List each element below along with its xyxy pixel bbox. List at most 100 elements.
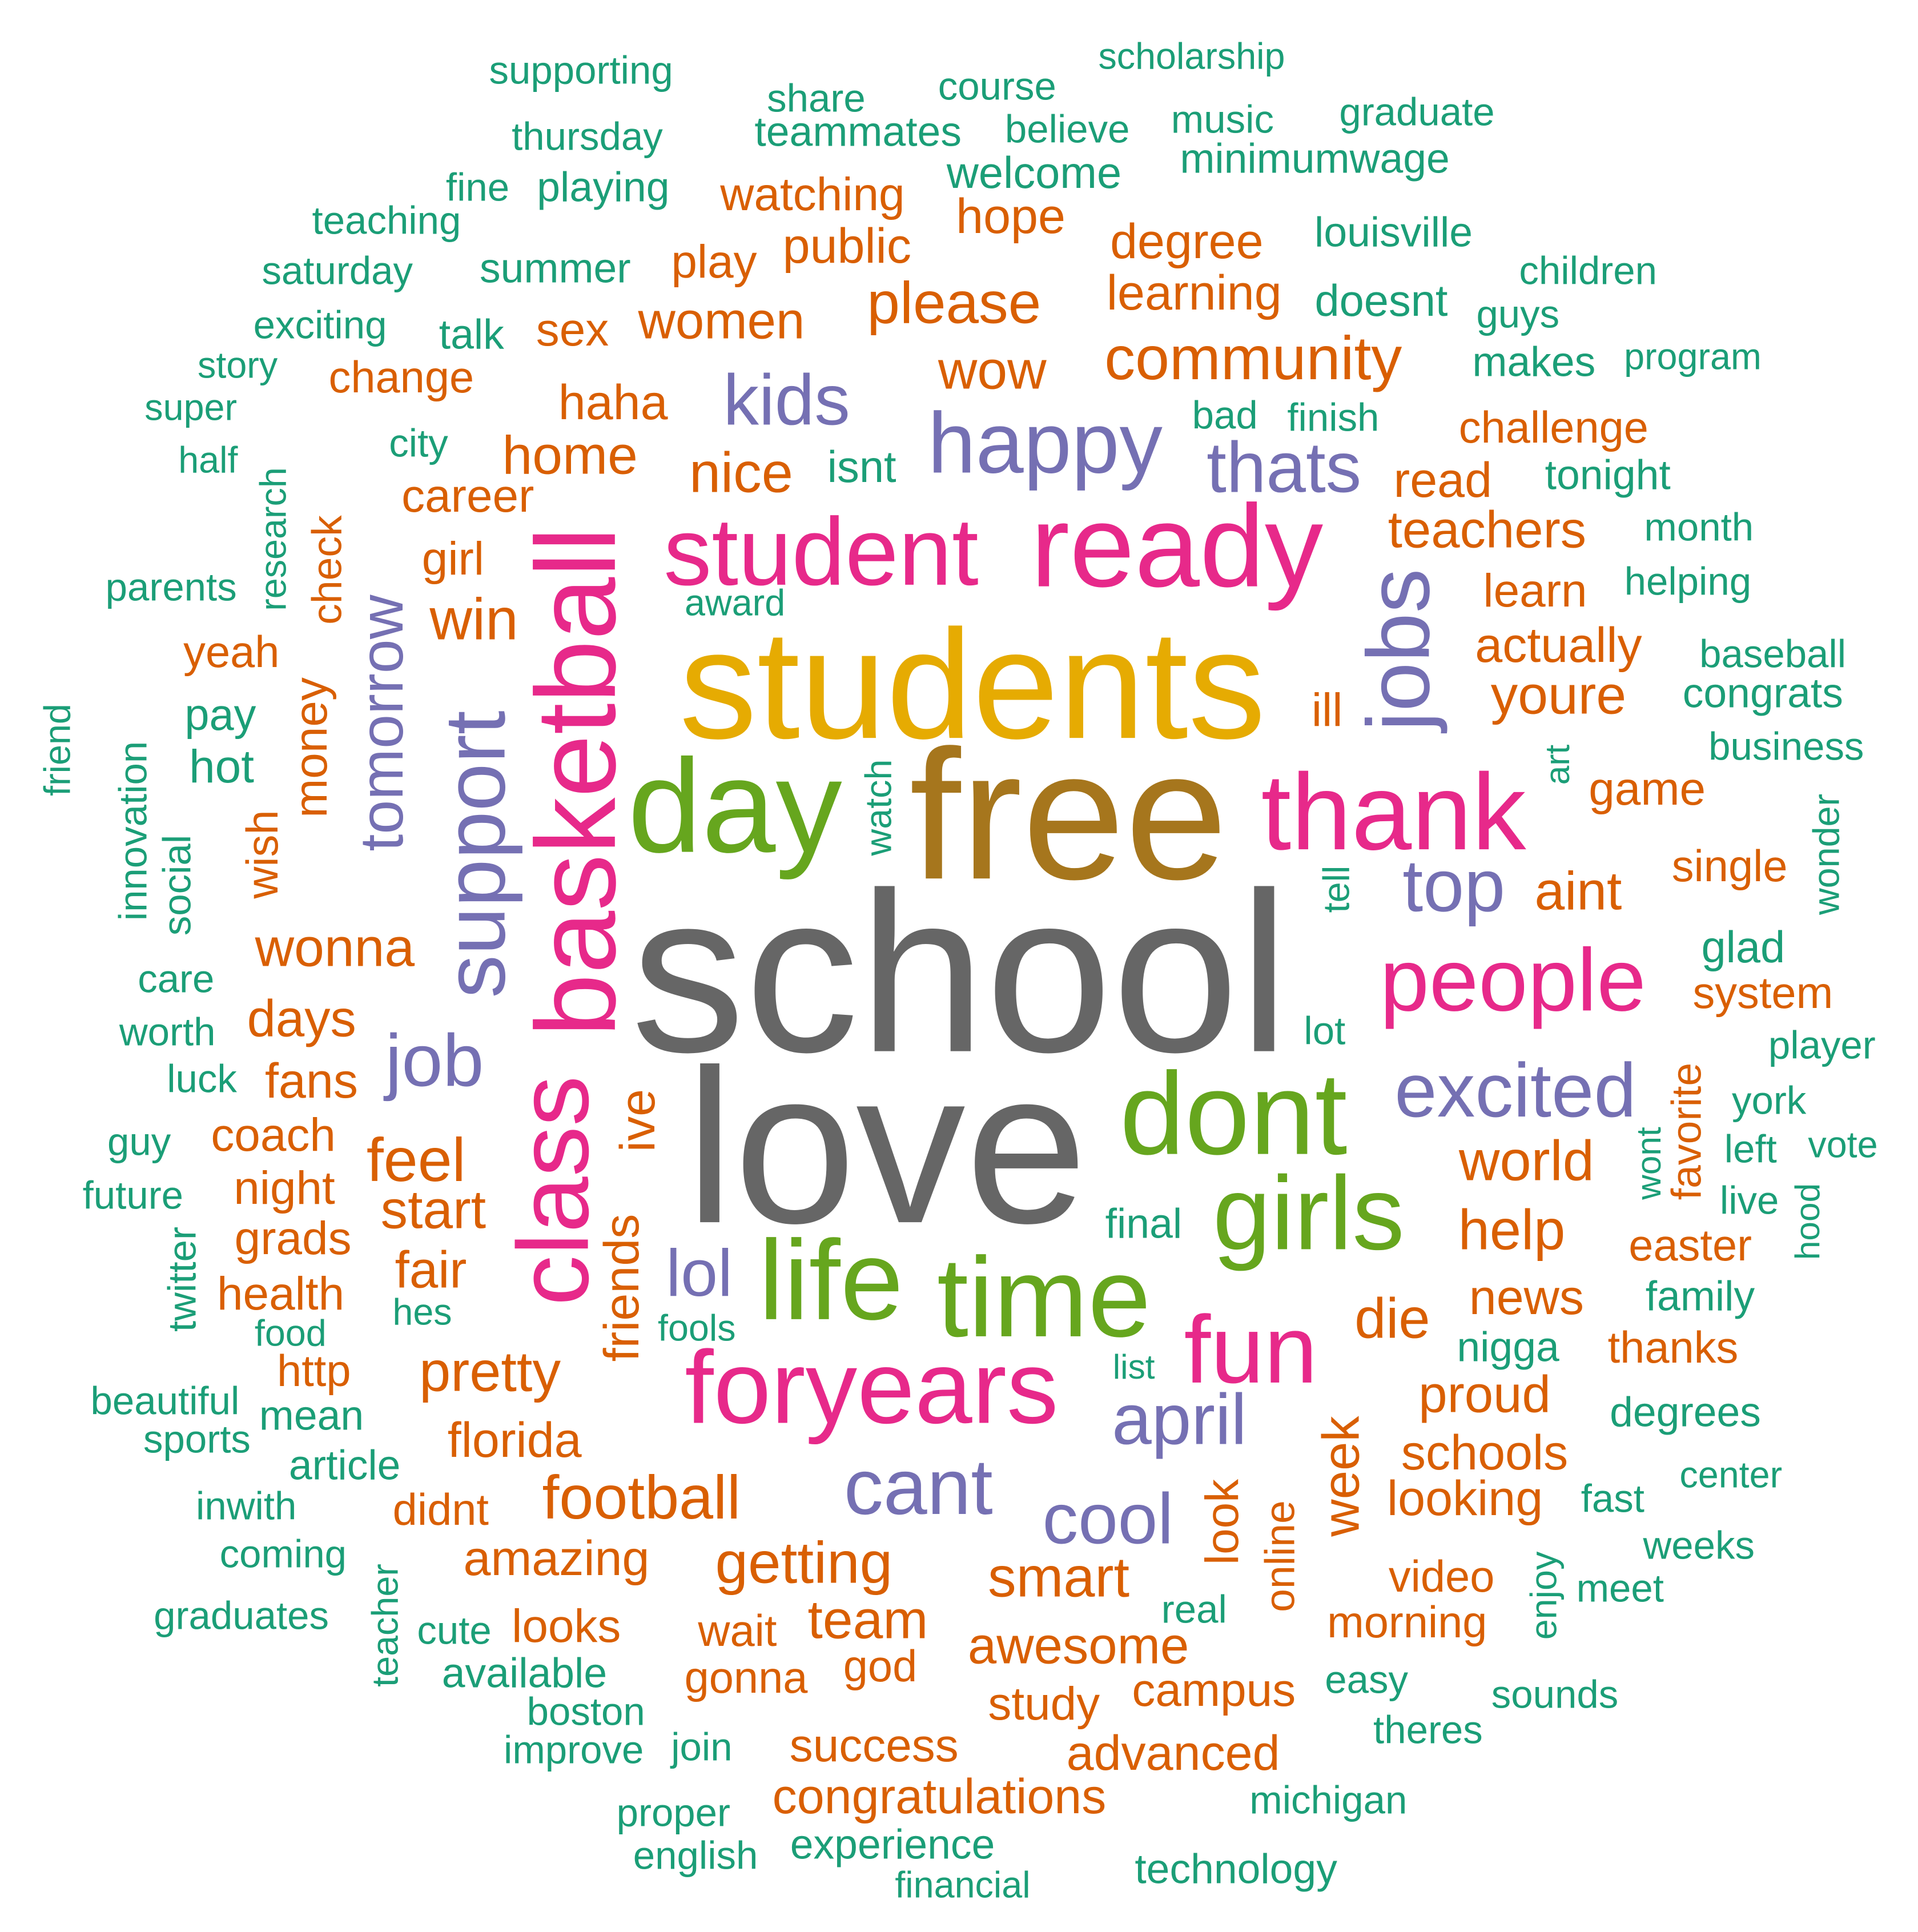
word-glad: glad — [1701, 923, 1786, 973]
word-food: food — [254, 1312, 327, 1354]
word-share: share — [767, 76, 866, 121]
word-experience: experience — [790, 1820, 995, 1867]
word-schools: schools — [1401, 1425, 1569, 1480]
word-happy: happy — [927, 394, 1163, 491]
word-yeah: yeah — [183, 627, 280, 677]
word-michigan: michigan — [1249, 1778, 1408, 1822]
word-read: read — [1393, 452, 1493, 508]
word-free: free — [909, 711, 1228, 918]
word-haha: haha — [558, 375, 668, 430]
word-help: help — [1458, 1198, 1566, 1262]
word-public: public — [782, 219, 911, 274]
word-sounds: sounds — [1491, 1672, 1619, 1717]
word-care: care — [138, 957, 215, 1001]
word-class: class — [497, 1075, 610, 1306]
word-city: city — [389, 421, 448, 465]
word-lol: lol — [666, 1236, 733, 1311]
word-favorite: favorite — [1663, 1063, 1710, 1200]
word-campus: campus — [1132, 1664, 1296, 1717]
word-center: center — [1679, 1453, 1783, 1496]
word-nice: nice — [689, 441, 793, 505]
word-start: start — [380, 1179, 486, 1240]
word-didnt: didnt — [392, 1485, 489, 1535]
word-fools: fools — [657, 1307, 736, 1349]
word-talk: talk — [439, 311, 504, 358]
word-art: art — [1538, 744, 1577, 785]
word-program: program — [1624, 335, 1762, 377]
word-cant: cant — [843, 1443, 993, 1532]
word-sports: sports — [143, 1417, 251, 1461]
word-fine: fine — [445, 165, 510, 210]
word-check: check — [303, 515, 351, 625]
word-doesnt: doesnt — [1314, 276, 1448, 326]
word-thanks: thanks — [1607, 1323, 1739, 1372]
word-beautiful: beautiful — [90, 1379, 240, 1423]
word-amazing: amazing — [463, 1531, 650, 1586]
word-learn: learn — [1483, 564, 1587, 617]
word-april: april — [1112, 1380, 1247, 1460]
word-video: video — [1388, 1552, 1495, 1601]
word-hood: hood — [1787, 1183, 1827, 1260]
word-cute: cute — [417, 1608, 492, 1653]
word-graduate: graduate — [1339, 90, 1495, 134]
word-improve: improve — [503, 1728, 644, 1772]
word-mean: mean — [259, 1392, 364, 1439]
word-foryears: foryears — [685, 1329, 1059, 1445]
word-wonder: wonder — [1806, 794, 1848, 915]
word-wish: wish — [238, 810, 288, 899]
word-left: left — [1724, 1127, 1777, 1171]
word-week: week — [1312, 1416, 1370, 1537]
word-theres: theres — [1373, 1708, 1483, 1752]
word-family: family — [1645, 1272, 1755, 1320]
word-minimumwage: minimumwage — [1180, 135, 1450, 182]
word-learning: learning — [1106, 265, 1282, 320]
word-friends: friends — [594, 1214, 649, 1362]
word-congrats: congrats — [1682, 669, 1843, 717]
word-success: success — [789, 1720, 959, 1772]
word-morning: morning — [1327, 1597, 1487, 1647]
word-teammates: teammates — [754, 108, 962, 155]
word-ill: ill — [1311, 684, 1343, 737]
word-welcome: welcome — [946, 148, 1122, 198]
word-god: god — [843, 1642, 918, 1692]
word-scholarship: scholarship — [1098, 35, 1285, 77]
word-night: night — [234, 1162, 335, 1214]
word-worth: worth — [119, 1010, 216, 1054]
word-month: month — [1644, 505, 1754, 549]
word-youre: youre — [1490, 665, 1627, 726]
word-award: award — [685, 582, 786, 624]
word-career: career — [401, 469, 534, 522]
word-getting: getting — [715, 1529, 893, 1596]
word-thursday: thursday — [512, 114, 663, 159]
word-available: available — [441, 1649, 608, 1697]
word-student: student — [664, 497, 979, 605]
word-makes: makes — [1472, 338, 1596, 385]
word-guy: guy — [107, 1119, 171, 1164]
word-aint: aint — [1534, 861, 1622, 922]
word-ready: ready — [1030, 481, 1324, 612]
word-degrees: degrees — [1610, 1388, 1761, 1436]
word-lot: lot — [1304, 1009, 1346, 1053]
word-basketball: basketball — [512, 527, 640, 1037]
word-research: research — [252, 467, 294, 612]
word-teaching: teaching — [312, 198, 461, 243]
word-business: business — [1708, 724, 1864, 769]
word-gonna: gonna — [684, 1653, 808, 1702]
word-playing: playing — [537, 163, 670, 211]
word-tell: tell — [1316, 865, 1358, 913]
word-time: time — [936, 1234, 1151, 1361]
word-bad: bad — [1192, 393, 1258, 437]
word-looks: looks — [512, 1600, 621, 1653]
word-thank: thank — [1261, 752, 1526, 873]
word-children: children — [1519, 248, 1657, 293]
word-super: super — [144, 386, 238, 428]
word-ive: ive — [610, 1088, 665, 1152]
word-english: english — [633, 1833, 758, 1878]
word-girl: girl — [421, 532, 485, 585]
word-pretty: pretty — [419, 1340, 561, 1404]
word-hope: hope — [956, 189, 1065, 244]
word-win: win — [429, 585, 518, 652]
word-online: online — [1256, 1500, 1304, 1612]
word-parents: parents — [105, 565, 237, 609]
